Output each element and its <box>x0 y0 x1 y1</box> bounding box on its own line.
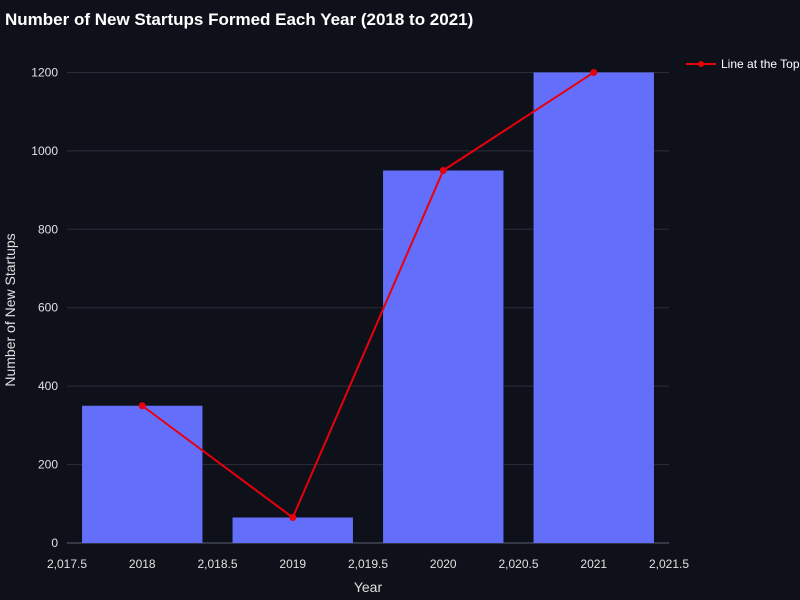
bar[interactable] <box>82 405 203 543</box>
x-tick-label: 2018 <box>129 557 156 571</box>
y-axis: 0 200 400 600 800 1000 1200 <box>31 65 58 550</box>
legend[interactable]: Line at the Top <box>686 57 800 71</box>
x-tick-label: 2,017.5 <box>47 557 87 571</box>
x-tick-label: 2021 <box>580 557 607 571</box>
x-tick-label: 2019 <box>279 557 306 571</box>
y-tick-label: 800 <box>38 222 58 236</box>
bar[interactable] <box>533 72 654 543</box>
line-point[interactable] <box>289 514 297 522</box>
series-line[interactable] <box>141 71 595 520</box>
x-axis: 2,017.5 2018 2,018.5 2019 2,019.5 2020 2,020.5… <box>47 557 689 571</box>
chart-title: Number of New Startups Formed Each Year … <box>5 10 473 29</box>
bar[interactable] <box>232 517 353 543</box>
x-tick-label: 2020 <box>430 557 457 571</box>
bars <box>82 72 654 543</box>
y-axis-title: Number of New Startups <box>2 233 18 386</box>
y-tick-label: 400 <box>38 379 58 393</box>
line-point[interactable] <box>590 68 598 76</box>
x-tick-label: 2,020.5 <box>498 557 538 571</box>
line-point[interactable] <box>439 166 447 174</box>
y-tick-label: 1000 <box>31 144 58 158</box>
y-tick-label: 200 <box>38 458 58 472</box>
line-point[interactable] <box>138 402 146 410</box>
x-tick-label: 2,019.5 <box>348 557 388 571</box>
bar[interactable] <box>383 170 504 543</box>
y-tick-label: 1200 <box>31 65 58 79</box>
legend-marker-swatch <box>698 61 704 67</box>
y-tick-label: 0 <box>51 536 58 550</box>
line-series <box>138 68 598 522</box>
x-tick-label: 2,018.5 <box>197 557 237 571</box>
legend-label: Line at the Top <box>721 57 800 71</box>
y-tick-label: 600 <box>38 301 58 315</box>
x-tick-label: 2,021.5 <box>649 557 689 571</box>
x-axis-title: Year <box>354 579 383 595</box>
